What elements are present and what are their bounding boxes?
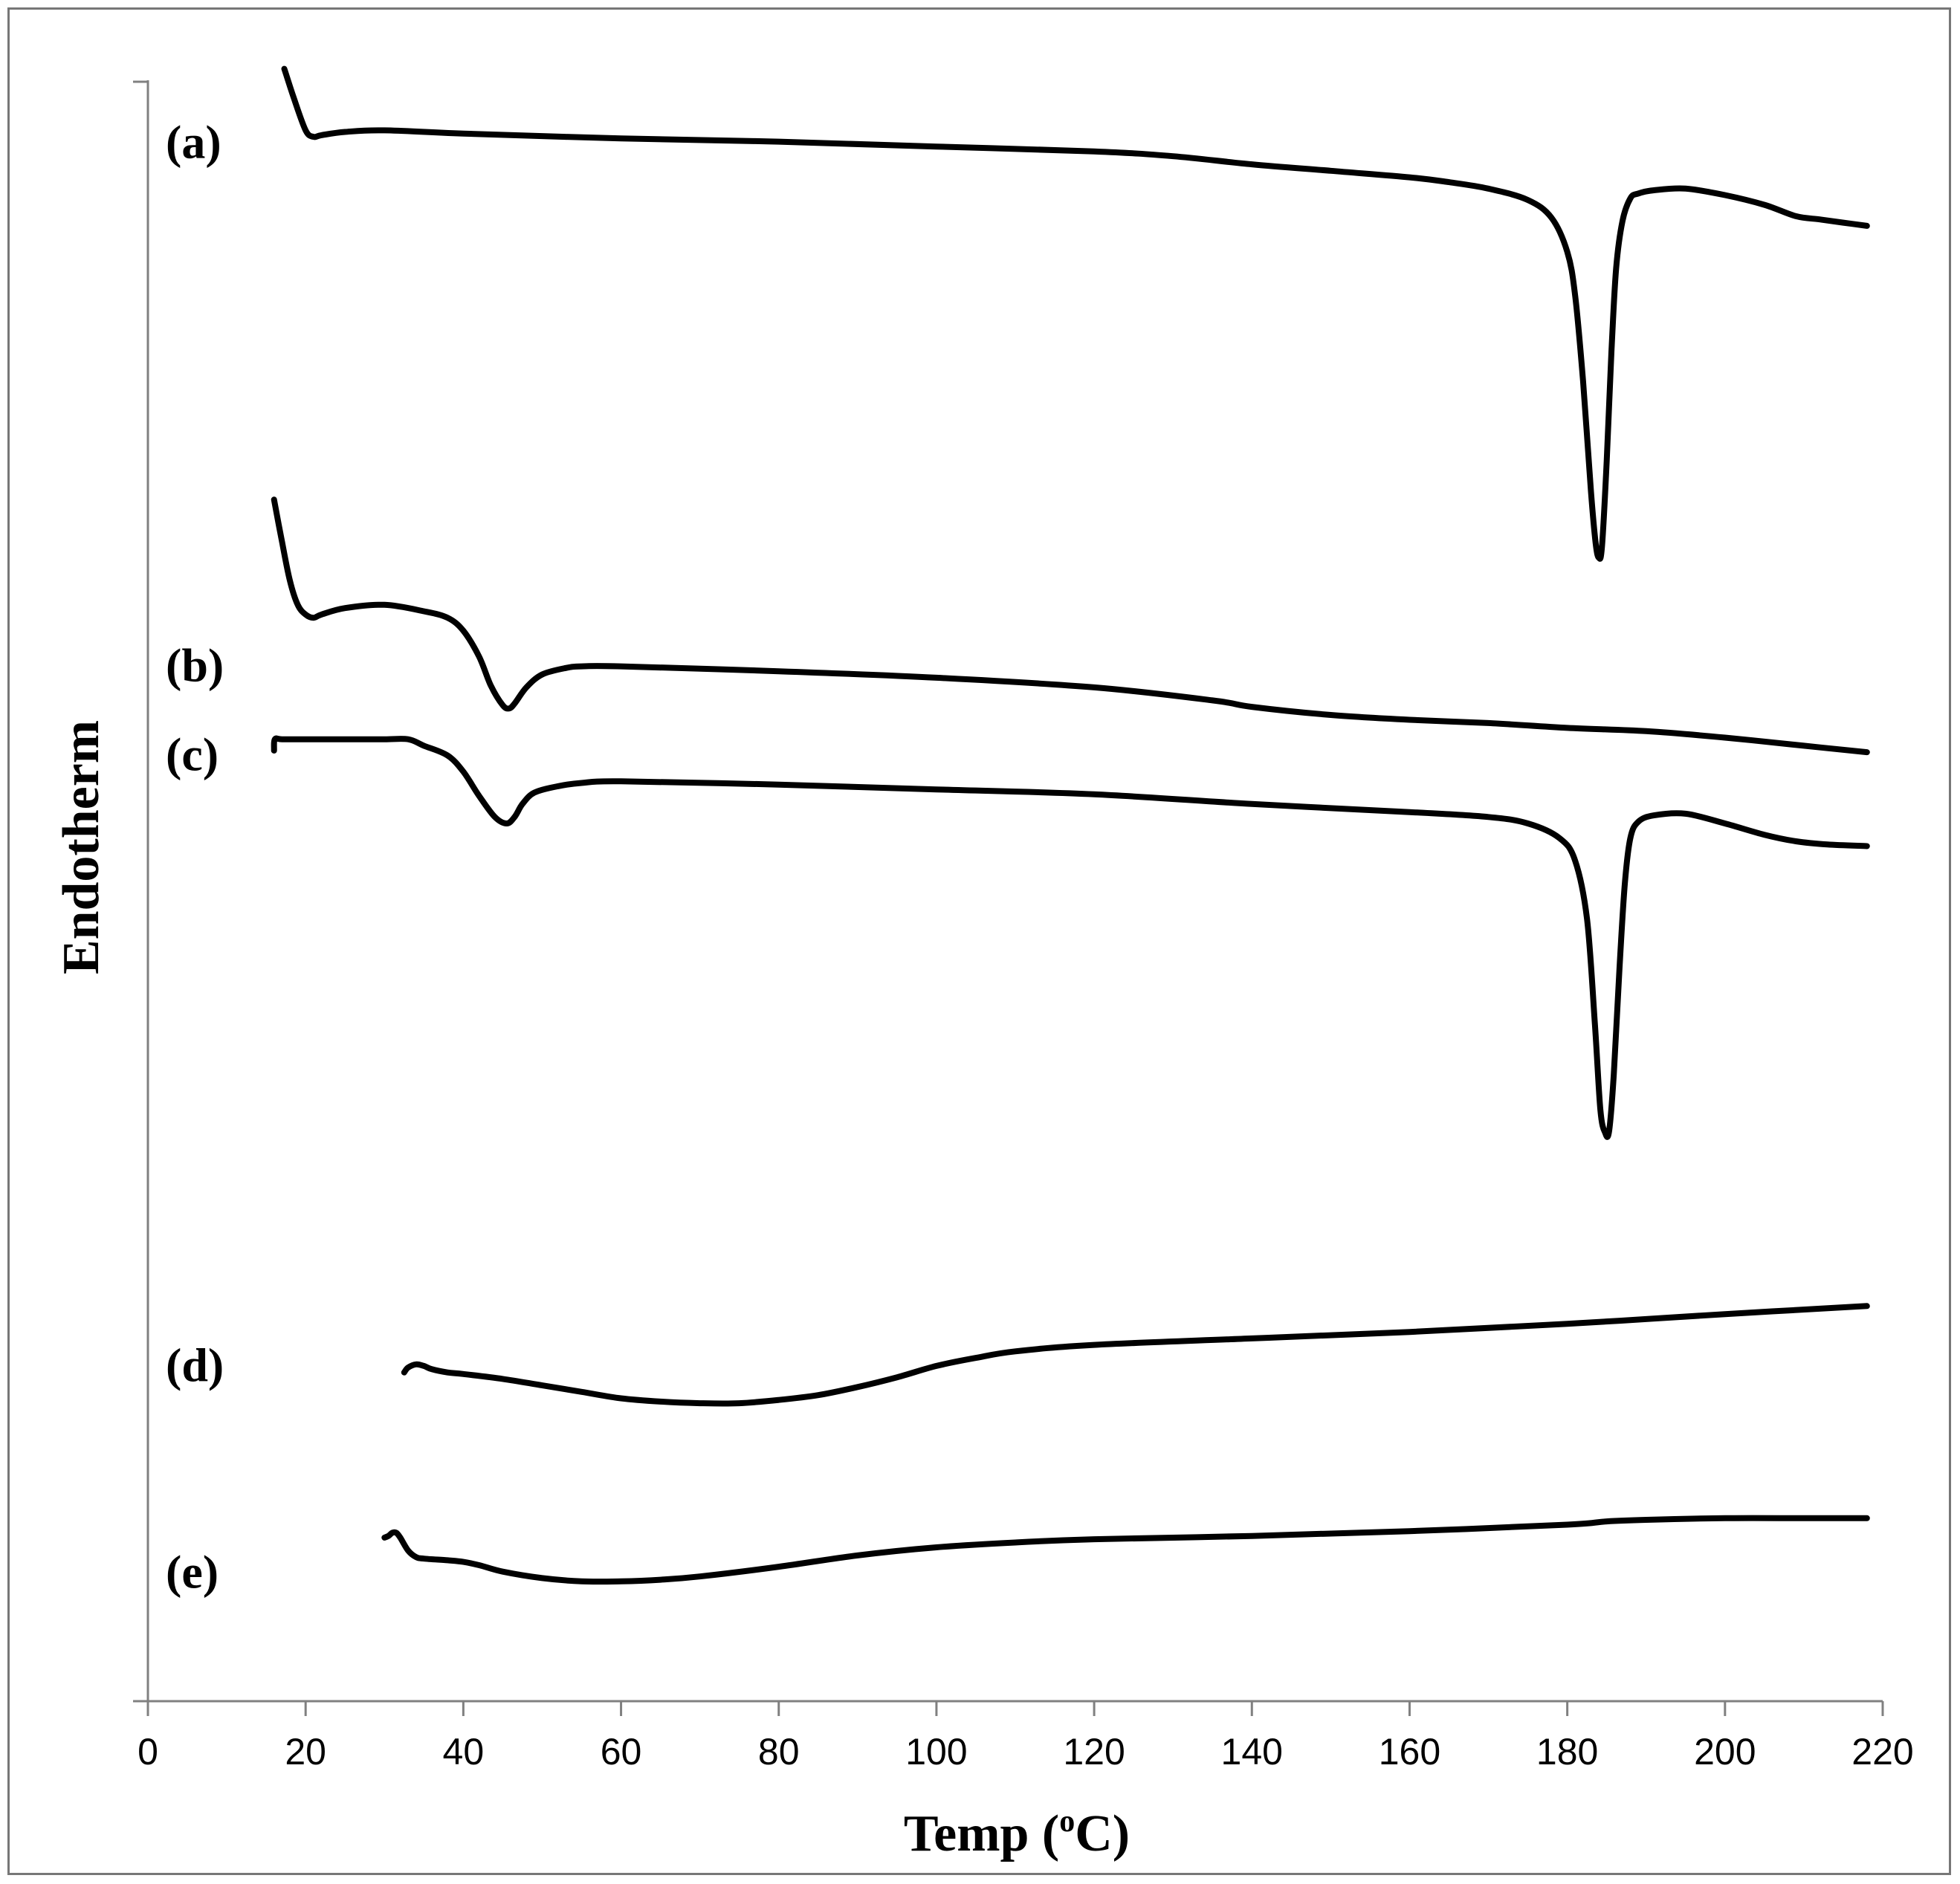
curve-a (281, 65, 1870, 562)
y-axis-title: Endotherm (53, 720, 110, 974)
x-tick-label-120: 120 (1063, 1731, 1125, 1773)
x-tick-label-60: 60 (601, 1731, 642, 1773)
curve-label-a: (a) (166, 116, 221, 169)
figure-frame (7, 7, 1951, 1875)
curve-label-e: (e) (166, 1546, 219, 1599)
x-tick-label-220: 220 (1851, 1731, 1913, 1773)
x-tick-label-160: 160 (1379, 1731, 1440, 1773)
x-ticks (146, 1701, 1884, 1716)
x-tick-label-20: 20 (285, 1731, 326, 1773)
x-tick-label-200: 200 (1694, 1731, 1756, 1773)
curves (271, 65, 1870, 1585)
axes (133, 80, 1883, 1703)
curve-c (271, 735, 1870, 1140)
x-tick-label-180: 180 (1536, 1731, 1598, 1773)
curve-e (381, 1515, 1870, 1585)
x-tick-label-100: 100 (905, 1731, 967, 1773)
x-tick-label-0: 0 (138, 1731, 158, 1773)
curve-d (401, 1303, 1870, 1407)
x-tick-labels: 0 20 40 60 80 100 120 140 160 180 200 220 (138, 1731, 1914, 1773)
x-axis-title-end: C) (1075, 1805, 1130, 1862)
curve-labels: (a) (b) (c) (d) (e) (166, 116, 224, 1599)
x-tick-label-40: 40 (443, 1731, 485, 1773)
x-axis-title: Temp (oC) (904, 1804, 1130, 1862)
x-tick-label-80: 80 (758, 1731, 800, 1773)
curve-b (271, 496, 1870, 756)
curve-label-d: (d) (166, 1338, 224, 1391)
x-tick-label-140: 140 (1221, 1731, 1283, 1773)
curve-label-b: (b) (166, 638, 224, 691)
x-axis-title-main: Temp ( (904, 1805, 1059, 1862)
x-axis-title-sup: o (1059, 1804, 1075, 1839)
curve-label-c: (c) (166, 728, 219, 780)
